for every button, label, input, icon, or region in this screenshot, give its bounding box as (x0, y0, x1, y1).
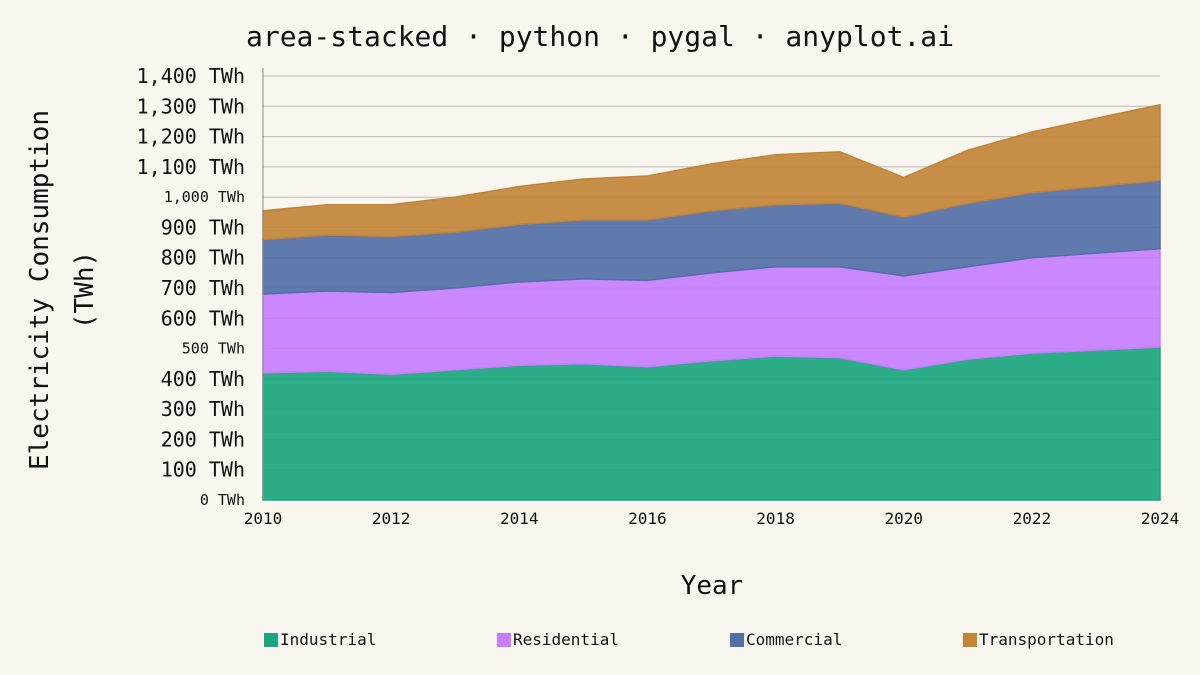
x-tick-label: 2012 (372, 509, 411, 528)
legend-item-industrial[interactable]: Industrial (264, 630, 376, 649)
x-tick-label: 2020 (884, 509, 923, 528)
area-transportation (262, 103, 1161, 241)
legend-item-residential[interactable]: Residential (497, 630, 619, 649)
y-axis-title-line-1: Electricity Consumption (25, 110, 55, 470)
x-tick-label: 2010 (244, 509, 283, 528)
y-tick-label: 400 TWh (161, 367, 245, 391)
area-layer (262, 103, 1161, 501)
x-tick-label: 2022 (1013, 509, 1052, 528)
legend-item-transportation[interactable]: Transportation (963, 630, 1114, 649)
legend: Industrial Residential Commercial Transport… (264, 630, 1114, 649)
legend-swatch (730, 633, 744, 647)
x-tick-label: 2016 (628, 509, 667, 528)
legend-item-commercial[interactable]: Commercial (730, 630, 842, 649)
x-tick-layer: 2010 2012 2014 2016 2018 2020 2022 2024 (244, 509, 1180, 528)
y-axis-title: Electricity Consumption (TWh) (25, 110, 100, 470)
y-tick-label: 100 TWh (161, 458, 245, 482)
legend-label: Transportation (979, 630, 1114, 649)
chart-title: area-stacked · python · pygal · anyplot.… (246, 20, 954, 53)
y-tick-label: 300 TWh (161, 397, 245, 421)
x-tick-label: 2024 (1141, 509, 1180, 528)
y-tick-label: 1,300 TWh (137, 94, 245, 118)
legend-label: Commercial (746, 630, 842, 649)
x-axis-title: Year (681, 571, 744, 601)
y-tick-label: 600 TWh (161, 306, 245, 330)
legend-swatch (497, 633, 511, 647)
legend-label: Industrial (280, 630, 376, 649)
y-tick-layer: 0 TWh 100 TWh 200 TWh 300 TWh 400 TWh 500 TWh… (137, 64, 245, 509)
legend-swatch (264, 633, 278, 647)
legend-swatch (963, 633, 977, 647)
y-tick-label: 0 TWh (200, 491, 245, 509)
y-tick-label: 800 TWh (161, 246, 245, 270)
y-tick-label: 200 TWh (161, 427, 245, 451)
y-tick-label: 1,100 TWh (137, 155, 245, 179)
y-tick-label: 1,200 TWh (137, 125, 245, 149)
y-tick-label: 700 TWh (161, 276, 245, 300)
x-tick-label: 2014 (500, 509, 539, 528)
y-tick-label: 1,400 TWh (137, 64, 245, 88)
legend-label: Residential (513, 630, 619, 649)
y-tick-label: 500 TWh (182, 340, 245, 358)
x-tick-label: 2018 (756, 509, 795, 528)
y-tick-label: 900 TWh (161, 215, 245, 239)
y-axis-title-line-2: (TWh) (70, 251, 100, 329)
y-tick-label: 1,000 TWh (164, 188, 245, 206)
